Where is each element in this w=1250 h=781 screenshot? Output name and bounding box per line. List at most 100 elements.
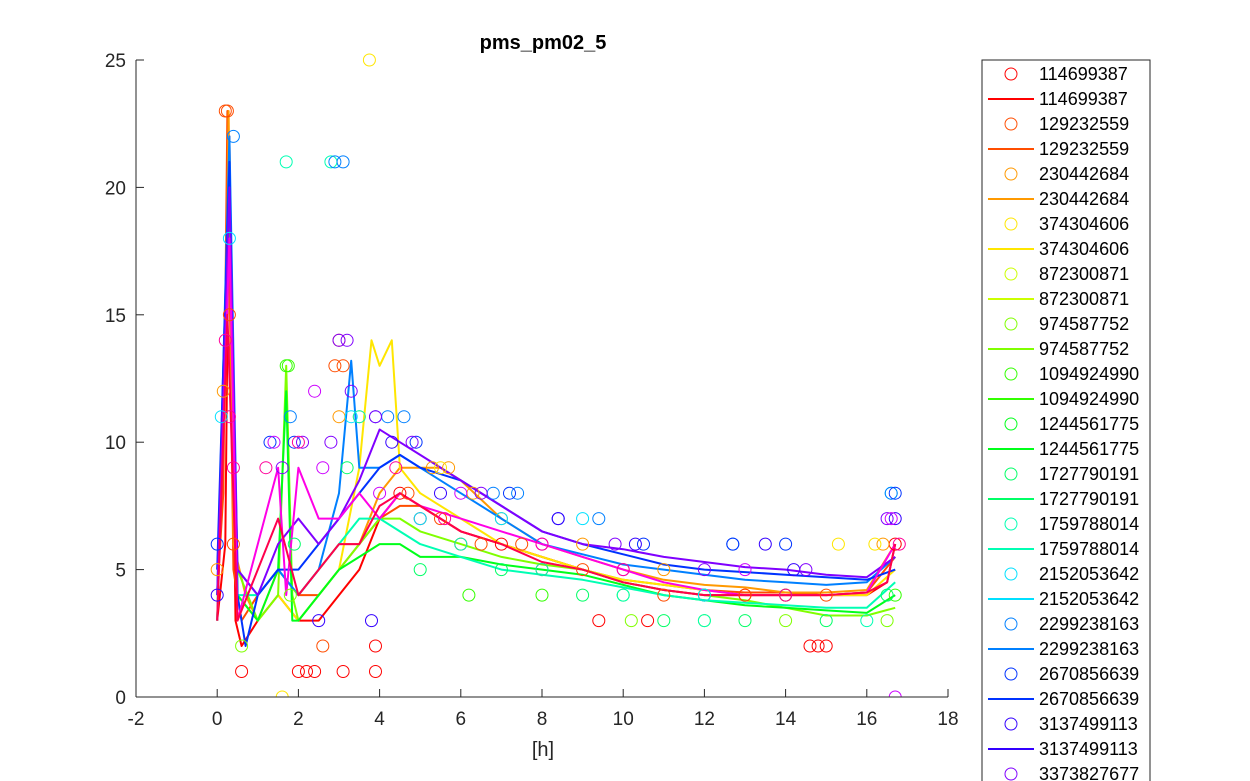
data-point-2-4: [425, 461, 439, 475]
data-point-10-0: [210, 537, 224, 551]
legend-label: 3373827677: [1039, 764, 1139, 781]
data-point-0-9: [803, 639, 817, 653]
data-point-6-2: [413, 563, 427, 577]
data-point-14-10: [892, 537, 906, 551]
x-axis-label: [h]: [532, 739, 554, 761]
legend-entry-6: 374304606: [1004, 214, 1129, 234]
data-point-9-8: [592, 512, 606, 526]
data-point-14-8: [616, 563, 630, 577]
data-point-0-6: [369, 639, 382, 653]
data-point-7-5: [616, 588, 630, 602]
data-point-12-0: [332, 333, 346, 347]
legend-entry-22: 2299238163: [1004, 614, 1139, 634]
data-point-1-5: [336, 359, 350, 373]
data-point-2-1: [210, 563, 224, 577]
data-point-1-10: [474, 537, 488, 551]
data-point-1-9: [434, 512, 447, 526]
legend-marker-circle: [1004, 167, 1018, 181]
data-point-6-5: [657, 614, 671, 628]
chart-title: pms_pm02_5: [480, 32, 607, 54]
legend: 114699387 114699387 129232559 129232559 2304…: [981, 59, 1151, 781]
data-point-0-13: [393, 486, 407, 500]
x-tick-label-6: 10: [613, 709, 634, 730]
data-point-14-0: [218, 333, 232, 347]
data-point-0-1: [291, 665, 305, 678]
data-point-8-4: [494, 512, 508, 526]
data-point-12-8: [474, 486, 488, 500]
series-line-11: [216, 313, 897, 622]
series-line-1: [216, 110, 896, 622]
data-point-12-6: [324, 435, 338, 449]
y-tick-label-5: 25: [105, 51, 126, 72]
data-point-13-7: [738, 563, 752, 577]
data-point-2-0: [216, 384, 230, 398]
data-point-11-4: [434, 486, 447, 500]
data-point-1-15: [819, 588, 833, 602]
x-tick-label-4: 6: [456, 709, 467, 730]
legend-entry-21: 2152053642: [988, 589, 1139, 609]
data-point-0-5: [369, 665, 382, 678]
data-point-9-5: [397, 410, 411, 424]
data-point-1-13: [657, 588, 671, 602]
legend-label: 114699387: [1039, 64, 1128, 84]
legend-entry-5: 230442684: [988, 189, 1129, 209]
legend-marker-circle: [1004, 117, 1018, 131]
legend-label: 974587752: [1039, 314, 1129, 334]
data-point-7-4: [535, 563, 549, 577]
data-point-12-1: [340, 333, 354, 347]
data-point-5-7: [888, 588, 902, 602]
legend-entry-9: 872300871: [988, 289, 1129, 309]
data-point-8-6: [697, 588, 711, 602]
legend-entry-15: 1244561775: [988, 439, 1139, 459]
legend-label: 374304606: [1039, 239, 1129, 259]
data-point-11-3: [385, 435, 399, 449]
series-layer: [210, 53, 906, 697]
legend-entry-11: 974587752: [988, 339, 1129, 359]
data-point-9-3: [283, 410, 297, 424]
data-point-7-6: [697, 614, 711, 628]
data-point-10-8: [726, 537, 740, 551]
legend-marker-circle: [1004, 517, 1018, 531]
data-point-9-7: [511, 486, 525, 500]
data-point-0-7: [592, 614, 606, 628]
data-point-3-3: [831, 537, 845, 551]
data-point-14-1: [222, 410, 236, 424]
data-point-1-8: [401, 486, 415, 500]
legend-entry-8: 872300871: [1004, 264, 1129, 284]
data-point-12-7: [405, 435, 419, 449]
data-point-6-8: [880, 588, 894, 602]
legend-label: 1759788014: [1039, 539, 1139, 559]
legend-entry-4: 230442684: [1004, 164, 1129, 184]
data-point-3-2: [434, 461, 447, 475]
data-point-2-5: [442, 461, 456, 475]
data-point-12-2: [344, 384, 358, 398]
legend-label: 3137499113: [1039, 739, 1138, 759]
data-point-14-6: [438, 512, 452, 526]
data-point-13-9: [884, 512, 898, 526]
legend-marker-circle: [1004, 317, 1018, 331]
data-point-6-0: [287, 537, 301, 551]
legend-label: 2299238163: [1039, 614, 1139, 634]
legend-entry-20: 2152053642: [1004, 564, 1139, 584]
data-point-13-3: [373, 486, 387, 500]
legend-entry-10: 974587752: [1004, 314, 1129, 334]
data-point-13-0: [308, 384, 322, 398]
data-point-8-0: [214, 410, 228, 424]
data-point-4-0: [235, 639, 249, 653]
data-point-11-5: [551, 512, 565, 526]
legend-entry-25: 2670856639: [988, 689, 1139, 709]
legend-marker-circle: [1004, 417, 1018, 431]
data-point-11-2: [365, 614, 378, 628]
data-point-13-8: [888, 690, 902, 697]
data-point-5-3: [535, 588, 549, 602]
data-point-8-2: [344, 410, 358, 424]
y-tick-label-3: 15: [105, 306, 126, 327]
x-tick-label-5: 8: [537, 709, 548, 730]
legend-label: 1244561775: [1039, 414, 1139, 434]
legend-marker-circle: [1004, 267, 1018, 281]
data-point-2-10: [876, 537, 890, 551]
data-point-12-12: [880, 512, 894, 526]
data-point-10-5: [503, 486, 516, 500]
data-point-7-0: [279, 155, 293, 169]
